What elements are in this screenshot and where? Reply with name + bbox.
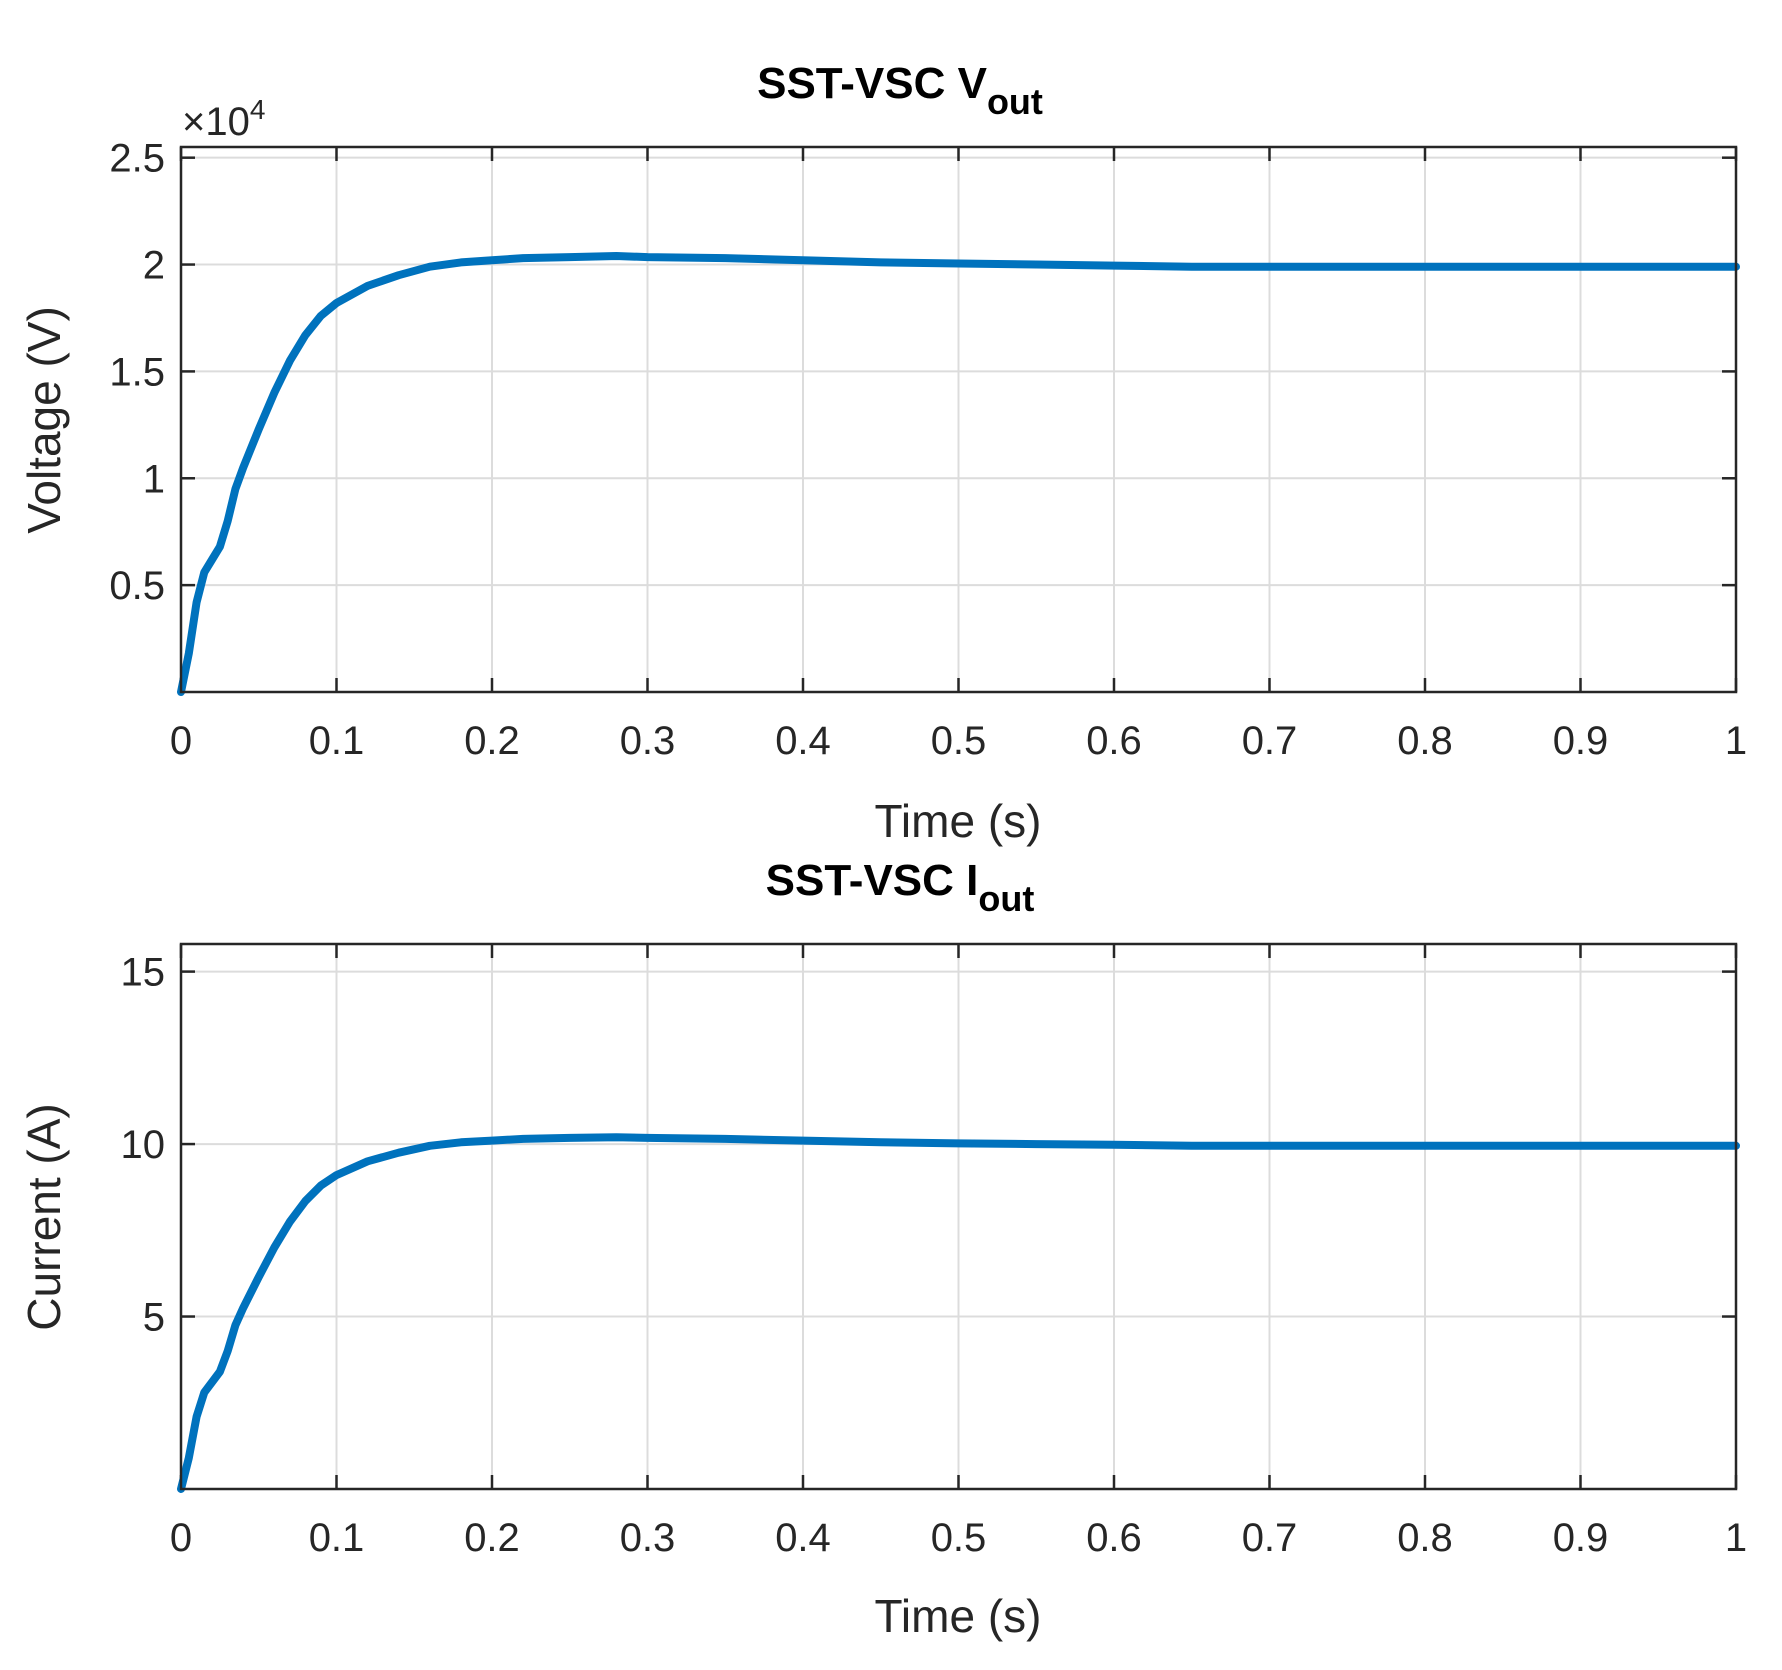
current-y-tick-label: 10 — [121, 1123, 166, 1167]
voltage-x-tick-label: 0.2 — [464, 719, 520, 763]
voltage-x-axis-label: Time (s) — [875, 795, 1042, 847]
current-x-tick-label: 1 — [1725, 1516, 1747, 1560]
voltage-x-tick-label: 0.9 — [1553, 719, 1609, 763]
current-x-tick-label: 0.3 — [620, 1516, 676, 1560]
voltage-x-tick-label: 0.4 — [775, 719, 831, 763]
voltage-y-tick-label: 2.5 — [109, 137, 165, 181]
current-x-tick-label: 0 — [170, 1516, 192, 1560]
voltage-y-tick-label: 1 — [143, 457, 165, 501]
current-plot-title: SST-VSC Iout — [766, 856, 1035, 919]
voltage-axis-exponent: ×104 — [182, 94, 265, 144]
voltage-series-line — [177, 252, 1740, 696]
voltage-ticks — [179, 147, 1738, 692]
voltage-x-tick-label: 0.3 — [620, 719, 676, 763]
voltage-x-tick-label: 0.6 — [1086, 719, 1142, 763]
current-y-tick-label: 15 — [121, 951, 166, 995]
voltage-plot-title: SST-VSC Vout — [757, 59, 1043, 122]
current-x-tick-labels: 0 0.1 0.2 0.3 0.4 0.5 0.6 0.7 0.8 0.9 1 — [170, 1516, 1747, 1560]
voltage-y-tick-label: 2 — [143, 244, 165, 288]
current-plot: SST-VSC Iout 0 0.1 0.2 0.3 0.4 0.5 0.6 0.7 0.8 0.… — [18, 856, 1747, 1642]
voltage-plot: SST-VSC Vout ×104 0 0.1 0.2 0.3 0.4 0.5 0.6 0.7… — [18, 59, 1747, 847]
current-y-tick-labels: 5 10 15 — [121, 951, 166, 1340]
voltage-series — [177, 252, 1740, 696]
current-x-tick-label: 0.8 — [1397, 1516, 1453, 1560]
current-x-tick-label: 0.2 — [464, 1516, 520, 1560]
voltage-y-tick-labels: 0.5 1 1.5 2 2.5 — [109, 137, 165, 608]
voltage-y-axis-label: Voltage (V) — [18, 306, 70, 534]
voltage-y-tick-label: 1.5 — [109, 350, 165, 394]
voltage-x-tick-label: 0 — [170, 719, 192, 763]
current-x-tick-label: 0.7 — [1242, 1516, 1298, 1560]
current-y-tick-label: 5 — [143, 1296, 165, 1340]
current-plot-frame — [179, 942, 1738, 1491]
current-x-axis-label: Time (s) — [875, 1590, 1042, 1642]
voltage-plot-frame — [179, 145, 1738, 694]
current-x-tick-label: 0.4 — [775, 1516, 831, 1560]
voltage-x-tick-label: 1 — [1725, 719, 1747, 763]
current-x-tick-label: 0.6 — [1086, 1516, 1142, 1560]
current-x-tick-label: 0.9 — [1553, 1516, 1609, 1560]
current-ticks — [179, 944, 1738, 1489]
voltage-x-tick-labels: 0 0.1 0.2 0.3 0.4 0.5 0.6 0.7 0.8 0.9 1 — [170, 719, 1747, 763]
current-x-tick-label: 0.5 — [931, 1516, 987, 1560]
voltage-x-tick-label: 0.7 — [1242, 719, 1298, 763]
voltage-x-tick-label: 0.1 — [309, 719, 365, 763]
current-series-line — [177, 1133, 1740, 1493]
voltage-x-tick-label: 0.8 — [1397, 719, 1453, 763]
voltage-y-tick-label: 0.5 — [109, 564, 165, 608]
current-x-tick-label: 0.1 — [309, 1516, 365, 1560]
current-series — [177, 1133, 1740, 1493]
voltage-x-tick-label: 0.5 — [931, 719, 987, 763]
current-y-axis-label: Current (A) — [18, 1103, 70, 1330]
